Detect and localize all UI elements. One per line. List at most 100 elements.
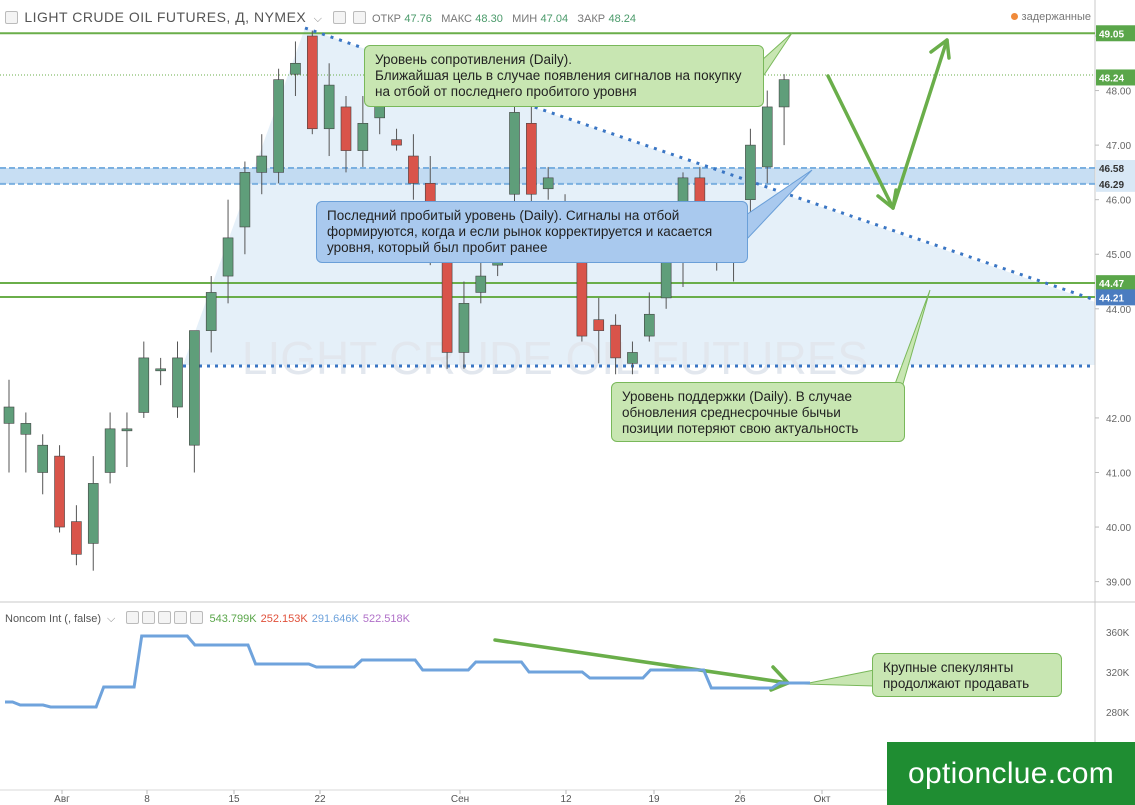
price-tick-label: 48.00 <box>1106 87 1131 98</box>
candle <box>610 314 621 375</box>
settings-icon[interactable] <box>352 11 366 24</box>
candle <box>323 63 335 157</box>
arrow-up-head <box>929 38 951 60</box>
time-tick-label: 12 <box>560 794 572 805</box>
candle-body <box>408 155 419 184</box>
speculators-pointer <box>803 669 875 687</box>
candle <box>458 281 470 369</box>
candle-body <box>138 357 150 413</box>
time-tick-label: 15 <box>228 794 240 805</box>
candle-body <box>189 330 200 446</box>
support-note: Уровень поддержки (Daily). В случае обно… <box>611 382 905 442</box>
candle <box>273 68 284 184</box>
price-tick-label: 41.00 <box>1106 468 1131 479</box>
indicator-name: Noncom Int (, false) <box>5 613 101 625</box>
candle <box>778 74 790 146</box>
indicator-value: 291.646K <box>311 613 359 625</box>
candle-body <box>542 177 554 190</box>
candle-body <box>290 62 301 75</box>
time-tick-label: 19 <box>648 794 660 805</box>
candle <box>643 292 655 342</box>
candle <box>205 276 217 353</box>
candle-body <box>71 521 82 555</box>
candle-body <box>256 155 268 173</box>
candle <box>121 412 133 468</box>
close-icon[interactable] <box>190 611 204 624</box>
collapse-icon[interactable] <box>5 11 18 24</box>
brand-logo[interactable]: optionclue.com <box>887 742 1135 805</box>
eye-icon[interactable] <box>126 611 140 624</box>
candle <box>104 412 116 484</box>
symbol-title: LIGHT CRUDE OIL FUTURES, Д, NYMEX <box>24 9 307 25</box>
candle <box>20 412 32 473</box>
settings-icon[interactable] <box>142 611 156 624</box>
price-tick-label: 40.00 <box>1106 523 1131 534</box>
indicator-tick-label: 360K <box>1106 628 1130 639</box>
price-badge <box>1096 25 1135 42</box>
indicator-value: 252.153K <box>260 613 308 625</box>
candle-body <box>222 237 234 277</box>
high-label: МАКС <box>441 13 472 25</box>
candle <box>340 96 352 173</box>
candle-body <box>357 122 369 151</box>
candle-body <box>761 106 773 168</box>
candle <box>87 456 99 571</box>
candle <box>256 134 268 195</box>
candle-body <box>643 313 655 337</box>
status-dot-icon <box>1010 13 1018 20</box>
candle-body <box>441 248 453 353</box>
arrow-up <box>891 38 949 210</box>
indicator-values: 543.799K 252.153K 291.646K 522.518K <box>210 613 414 625</box>
candle <box>761 90 773 184</box>
price-badge <box>1096 275 1135 292</box>
candle <box>222 199 234 304</box>
price-badge-label: 49.05 <box>1099 29 1124 40</box>
candle-body <box>104 428 116 473</box>
indicator-value: 522.518K <box>362 613 410 625</box>
indicator-tick-label: 280K <box>1106 708 1130 719</box>
status-text: задержанные <box>1021 11 1091 23</box>
price-tick-label: 45.00 <box>1106 250 1131 261</box>
candle <box>627 341 638 375</box>
candle-body <box>660 259 672 299</box>
broken-level-note: Последний пробитый уровень (Daily). Сигн… <box>316 201 748 263</box>
price-tick-label: 46.00 <box>1106 196 1131 207</box>
candle-body <box>593 319 605 331</box>
candle-body <box>306 35 318 130</box>
price-badge <box>1096 69 1135 86</box>
time-tick-label: Сен <box>451 794 469 805</box>
candle <box>37 434 49 495</box>
close-value: 48.24 <box>608 13 637 25</box>
candle-body <box>54 455 65 528</box>
indicator-tick-label: 320K <box>1106 668 1130 679</box>
candle <box>155 357 166 386</box>
close-label: ЗАКР <box>577 13 606 25</box>
chevron-down-icon[interactable]: ⌵ <box>313 13 322 25</box>
price-tick-label: 39.00 <box>1106 578 1131 589</box>
speculators-note: Крупные спекулянты продолжают продавать <box>872 653 1062 697</box>
eye-icon[interactable] <box>333 11 347 24</box>
candle-body <box>340 106 352 151</box>
high-value: 48.30 <box>475 13 503 25</box>
low-label: МИН <box>512 13 538 25</box>
candle-body <box>155 368 166 372</box>
candle <box>54 445 65 533</box>
arrow-down <box>826 74 895 210</box>
chevron-down-icon[interactable]: ⌵ <box>107 613 116 625</box>
watermark-text: LIGHT CRUDE OIL FUTURES <box>242 332 868 384</box>
price-badge-label: 44.21 <box>1099 293 1124 304</box>
candle-body <box>475 275 487 293</box>
price-badge-label: 46.58 <box>1099 164 1124 175</box>
price-tick-label: 44.00 <box>1106 305 1131 316</box>
candle-body <box>20 423 32 435</box>
price-tick-label: 42.00 <box>1106 414 1131 425</box>
price-badge <box>1096 175 1135 192</box>
plus-icon[interactable] <box>174 611 188 624</box>
candle-body <box>121 428 133 432</box>
candle <box>138 341 150 418</box>
time-tick-label: 8 <box>144 794 150 805</box>
gear-icon[interactable] <box>158 611 172 624</box>
candle-body <box>205 292 217 331</box>
